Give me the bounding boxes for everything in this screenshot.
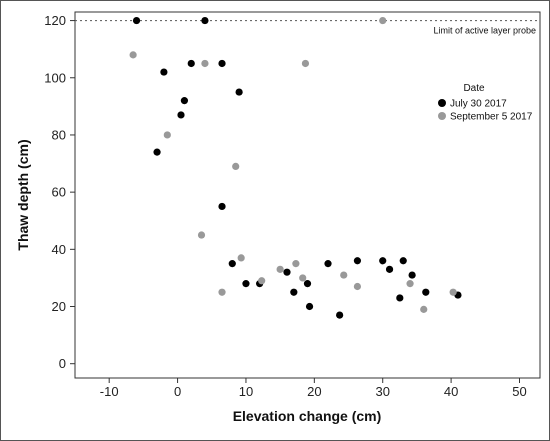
data-point-september	[406, 280, 414, 288]
data-point-july	[290, 288, 298, 296]
data-point-september	[258, 277, 266, 285]
data-point-july	[235, 88, 243, 96]
data-point-september	[201, 59, 209, 68]
data-point-july	[385, 265, 394, 273]
data-point-september	[340, 271, 348, 279]
data-point-september	[420, 305, 428, 313]
x-axis-title: Elevation change (cm)	[233, 408, 382, 424]
data-point-september	[237, 254, 245, 262]
legend-marker	[438, 99, 446, 107]
x-tick-label: 10	[239, 384, 253, 399]
data-point-september	[232, 162, 240, 171]
data-point-july	[201, 16, 209, 25]
legend-label: July 30 2017	[450, 99, 507, 110]
y-tick-label: 40	[52, 242, 66, 257]
x-tick-label: 50	[512, 384, 526, 399]
data-point-july	[160, 68, 168, 76]
x-tick-label: -10	[100, 384, 119, 399]
y-tick-label: 80	[52, 127, 66, 142]
data-point-july	[242, 280, 250, 288]
data-point-july	[283, 268, 291, 276]
data-point-september	[301, 59, 310, 68]
plot-area	[74, 11, 541, 379]
data-point-september	[379, 16, 387, 25]
data-point-july	[353, 257, 362, 265]
data-point-july	[324, 260, 332, 268]
data-point-september	[163, 131, 171, 139]
y-tick-label: 60	[52, 185, 66, 200]
data-point-july	[153, 148, 161, 156]
data-point-july	[228, 260, 236, 268]
data-point-july	[305, 302, 314, 311]
y-tick-label: 100	[44, 70, 66, 85]
reference-line-label: Limit of active layer probe	[433, 26, 536, 36]
data-point-july	[180, 97, 189, 105]
data-point-september	[197, 231, 206, 239]
x-tick-label: 40	[444, 384, 458, 399]
data-point-september	[292, 260, 300, 268]
x-tick-label: 20	[307, 384, 321, 399]
data-point-september	[276, 265, 284, 273]
legend-label: September 5 2017	[450, 112, 533, 123]
data-point-july	[132, 16, 141, 25]
data-point-september	[299, 274, 307, 282]
legend-marker	[438, 112, 446, 120]
x-tick-label: 30	[375, 384, 389, 399]
data-point-september	[129, 51, 137, 59]
data-point-september	[353, 282, 362, 291]
data-point-july	[187, 59, 195, 68]
x-tick-label: 0	[174, 384, 181, 399]
legend-title: Date	[463, 83, 485, 94]
y-tick-label: 20	[52, 299, 66, 314]
y-tick-label: 120	[44, 13, 66, 28]
data-point-july	[218, 202, 226, 211]
data-point-july	[399, 257, 407, 265]
data-point-july	[396, 294, 404, 302]
data-point-july	[422, 288, 430, 296]
data-point-july	[336, 311, 344, 319]
y-tick-label: 0	[59, 356, 66, 371]
data-point-july	[303, 280, 312, 288]
data-point-september	[449, 288, 457, 296]
y-axis-title: Thaw depth (cm)	[15, 139, 31, 250]
data-point-july	[218, 59, 226, 68]
data-point-july	[408, 271, 416, 279]
data-point-july	[379, 257, 387, 265]
data-point-september	[218, 288, 226, 296]
data-point-july	[177, 111, 185, 119]
